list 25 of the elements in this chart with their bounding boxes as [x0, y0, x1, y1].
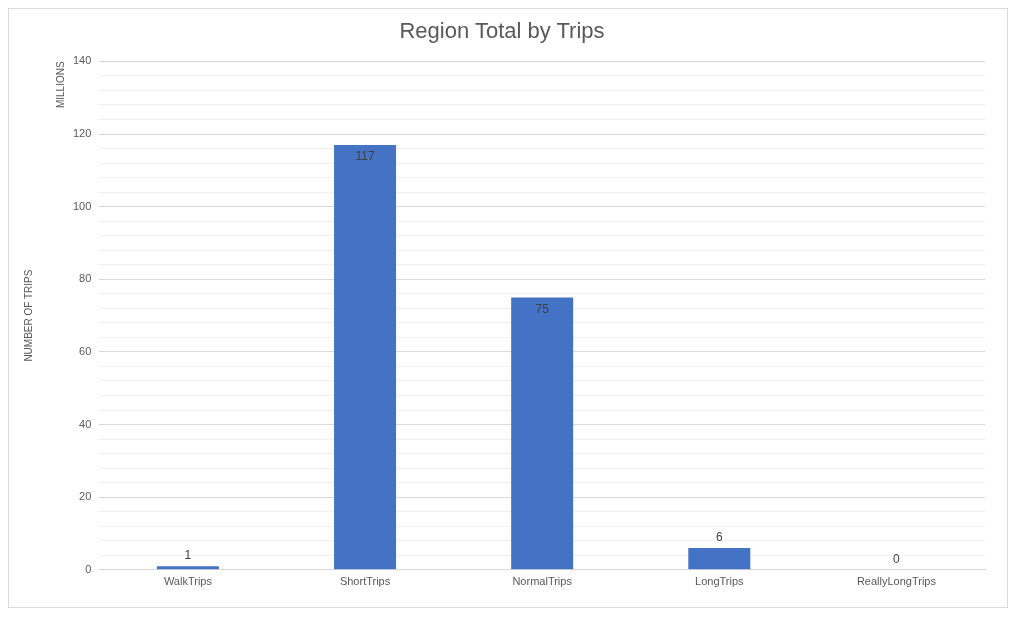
chart-title: Region Total by Trips — [399, 18, 605, 44]
y-tick-label: 20 — [79, 490, 92, 503]
bar — [688, 548, 751, 570]
bar — [511, 297, 574, 570]
y-axis-title: NUMBER OF TRIPS — [22, 269, 34, 362]
x-tick-label: ShortTrips — [339, 575, 391, 588]
text: MILLIONS — [55, 61, 67, 109]
y-tick-label: 0 — [85, 562, 92, 575]
x-tick-label: NormalTrips — [512, 575, 573, 588]
y-tick-label: 100 — [72, 199, 92, 212]
data-label: 75 — [535, 301, 550, 316]
data-label: 1 — [184, 548, 192, 563]
x-tick-label: LongTrips — [695, 575, 745, 588]
x-tick-label: ReallyLongTrips — [856, 575, 937, 588]
y-tick-label: 40 — [79, 417, 92, 430]
data-label: 6 — [715, 530, 723, 545]
data-label: 117 — [355, 149, 375, 164]
y-tick-label: 60 — [79, 344, 92, 357]
x-tick-label: WalkTrips — [163, 575, 213, 588]
y-tick-label: 120 — [72, 127, 92, 140]
bar — [334, 144, 397, 570]
data-label: 0 — [893, 552, 901, 567]
y-tick-label: 80 — [79, 272, 92, 285]
y-tick-label: 140 — [72, 54, 92, 67]
bar — [156, 566, 219, 570]
